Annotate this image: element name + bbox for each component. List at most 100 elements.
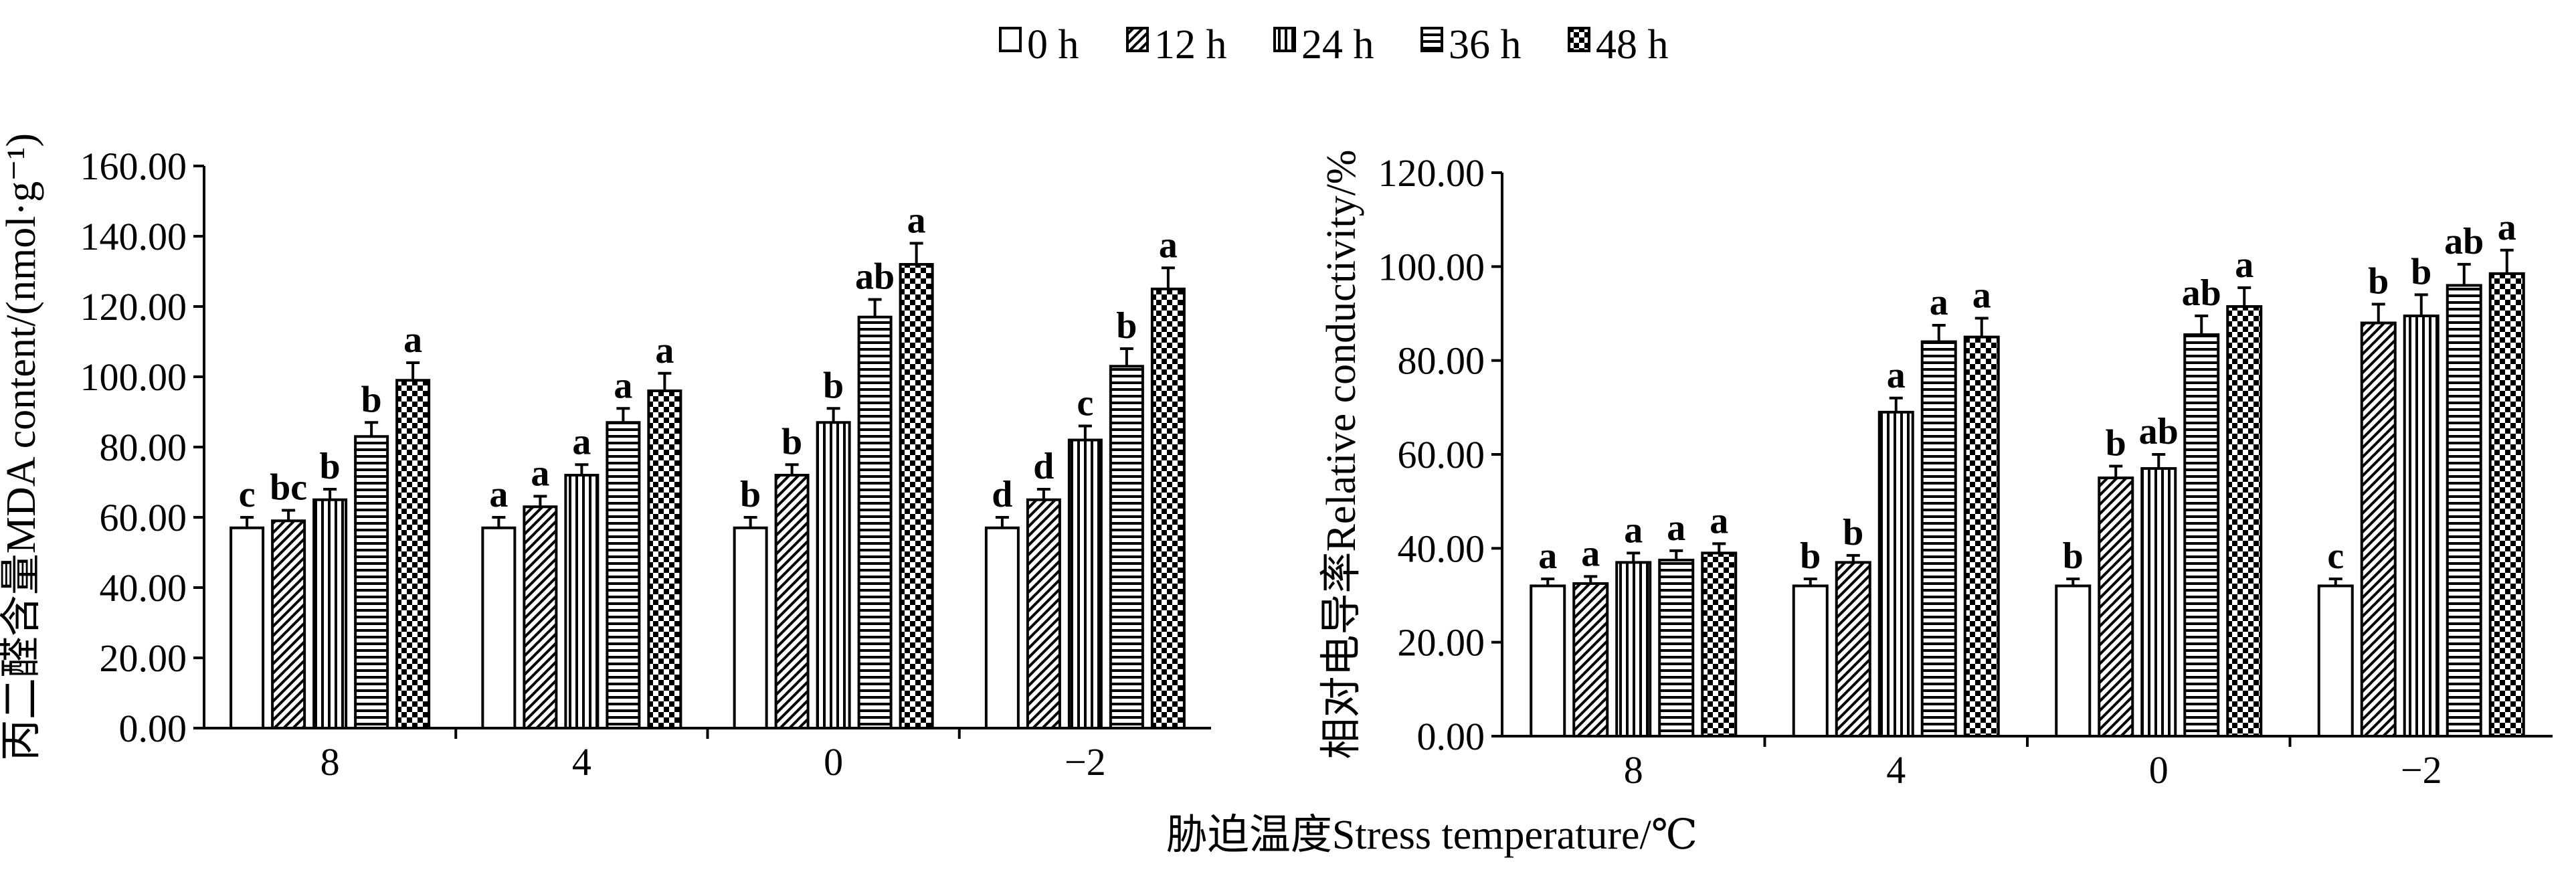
bar [1150,287,1186,729]
significance-letter: b [740,474,761,515]
bar [1877,410,1914,737]
bar [1792,584,1829,738]
y-tick-label: 100.00 [80,355,187,399]
significance-letter: a [2235,244,2253,286]
y-tick-label: 140.00 [80,215,187,258]
y-tick-label: 20.00 [100,636,187,680]
significance-letter: a [489,474,508,515]
significance-letter: a [2498,207,2516,248]
bar [2055,584,2092,738]
legend-swatch [999,27,1022,52]
bar [1026,498,1061,729]
bar [1835,561,1871,738]
significance-letter: b [320,446,341,487]
significance-letter: a [1538,535,1557,577]
bar [1701,551,1738,737]
significance-letter: a [1887,355,1906,396]
significance-letter: ab [2182,272,2221,314]
significance-letter: a [403,319,422,361]
y-axis-title: 相对电导率Relative conductivity/% [1319,150,1364,760]
legend-label: 36 h [1449,22,1522,68]
bar [1963,335,2000,738]
bar [733,526,768,729]
bar [1572,582,1609,737]
y-tick-label: 40.00 [100,566,187,610]
significance-letter: b [1116,305,1137,347]
significance-letter: c [2327,535,2344,577]
bar [2317,584,2354,738]
bar [774,474,810,729]
y-tick-label: 20.00 [1398,621,1485,665]
x-tick-label: 8 [1624,748,1643,792]
legend-label: 0 h [1027,22,1079,68]
significance-letter: b [2411,251,2431,292]
significance-letter: a [531,453,549,495]
x-tick-label: 8 [320,740,340,784]
y-tick-label: 120.00 [1378,151,1485,195]
y-tick-label: 60.00 [1398,433,1485,476]
y-axis-title: 丙二醛含量MDA content/(nmol·g⁻¹) [0,133,44,761]
bar [1530,584,1566,738]
significance-letter: a [614,365,632,406]
bar [647,389,682,729]
significance-letter: a [1581,533,1600,574]
significance-letter: ab [2444,221,2484,262]
bar [606,421,641,729]
legend-label: 24 h [1301,22,1374,68]
bar [481,526,517,729]
legend-swatch [1126,27,1149,52]
x-tick-label: 4 [572,740,591,784]
x-tick-label: −2 [2401,748,2442,792]
bar [2446,284,2482,737]
bar [1615,561,1652,738]
bar [1920,340,1957,738]
significance-letter: a [1667,507,1685,549]
bar [312,498,348,729]
y-tick-label: 0.00 [119,707,187,750]
significance-letter: b [2368,260,2389,302]
bar [984,526,1020,729]
bar [395,379,431,729]
bar [2140,467,2177,737]
significance-letter: b [823,365,844,406]
bar [899,263,934,729]
legend-swatch [1273,27,1296,52]
legend-swatch [1568,27,1590,52]
x-tick-label: 4 [1886,748,1906,792]
bar [271,519,306,729]
y-tick-label: 100.00 [1378,245,1485,288]
bar [2403,315,2440,737]
bar [229,526,265,729]
bar [354,435,389,729]
legend-label: 48 h [1596,22,1669,68]
significance-letter: ab [855,256,895,298]
significance-letter: b [361,379,382,420]
x-tick-label: 0 [824,740,843,784]
bar [2488,272,2525,737]
y-tick-label: 160.00 [80,145,187,188]
bar [2183,333,2220,737]
bar [1067,438,1103,729]
y-tick-label: 40.00 [1398,527,1485,570]
bar [523,505,558,729]
significance-letter: b [1800,535,1821,577]
y-tick-label: 0.00 [1417,715,1485,758]
significance-letter: b [2063,535,2084,577]
significance-letter: b [1843,512,1863,553]
y-tick-label: 120.00 [80,285,187,329]
bar [1658,558,1695,737]
x-tick-label: −2 [1065,740,1106,784]
significance-letter: c [239,474,256,515]
significance-letter: bc [270,467,307,509]
x-tick-label: 0 [2149,748,2169,792]
significance-letter: ab [2139,411,2179,452]
legend-swatch [1420,27,1443,52]
legend-label: 12 h [1154,22,1227,68]
significance-letter: b [781,421,802,462]
significance-letter: a [572,421,591,462]
bar [2098,476,2134,737]
legend: 0 h 12 h 24 h 36 h 48 h [999,22,1669,68]
bar [2226,304,2263,738]
conductivity-chart: 0.00 20.00 40.00 60.00 80.00 100.00 120.00 相对电导… [1319,150,2553,792]
